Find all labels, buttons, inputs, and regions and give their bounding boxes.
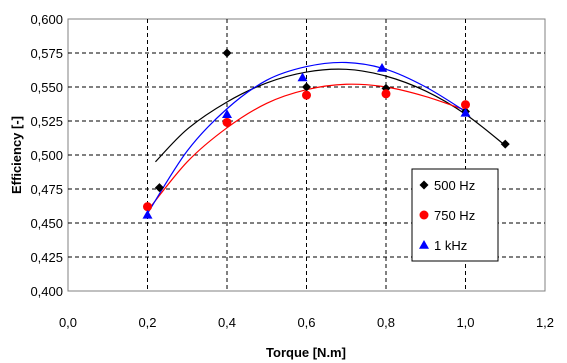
data-point [142, 209, 153, 219]
data-point [500, 139, 510, 149]
legend-label: 750 Hz [434, 208, 475, 223]
data-point [302, 82, 311, 92]
data-point [381, 89, 391, 99]
data-points [142, 48, 510, 219]
legend-marker [419, 180, 429, 190]
x-axis-label: Torque [N.m] [266, 345, 346, 360]
data-point [461, 100, 470, 110]
trendline-1-khz [146, 61, 466, 214]
x-tick-label: 0,8 [377, 315, 395, 330]
legend-marker [419, 240, 429, 249]
y-tick-label: 0,575 [30, 46, 63, 61]
x-tick-label: 0,0 [59, 315, 77, 330]
y-tick-label: 0,400 [30, 284, 63, 299]
data-point [377, 62, 388, 72]
data-point [222, 109, 232, 118]
x-tick-label: 0,2 [138, 315, 156, 330]
y-tick-label: 0,425 [30, 250, 63, 265]
y-tick-label: 0,600 [30, 12, 63, 27]
legend-marker [419, 210, 429, 220]
y-tick-label: 0,525 [30, 114, 63, 129]
y-tick-label: 0,475 [30, 182, 63, 197]
y-tick-labels: 0,400 0,425 0,450 0,475 0,500 0,525 0,550 0,575… [30, 12, 63, 299]
data-point [222, 48, 232, 58]
y-tick-label: 0,450 [30, 216, 63, 231]
legend: 500 Hz 750 Hz 1 kHz [411, 168, 499, 262]
x-tick-label: 0,4 [218, 315, 236, 330]
x-tick-label: 1,2 [536, 315, 554, 330]
y-tick-label: 0,500 [30, 148, 63, 163]
data-point [460, 107, 471, 117]
data-point [143, 202, 152, 212]
trendline-500-hz [155, 68, 506, 163]
legend-label: 1 kHz [434, 238, 467, 253]
data-point [154, 183, 164, 193]
data-point [297, 72, 308, 82]
x-tick-label: 1,0 [456, 315, 474, 330]
x-tick-labels: 0,0 0,2 0,4 0,6 0,8 1,0 1,2 [59, 315, 554, 330]
y-tick-label: 0,550 [30, 80, 63, 95]
x-tick-label: 0,6 [297, 315, 315, 330]
data-point [222, 117, 232, 127]
legend-label: 500 Hz [434, 178, 475, 193]
data-point [302, 90, 311, 100]
y-axis-label: Efficiency [-] [9, 116, 24, 194]
